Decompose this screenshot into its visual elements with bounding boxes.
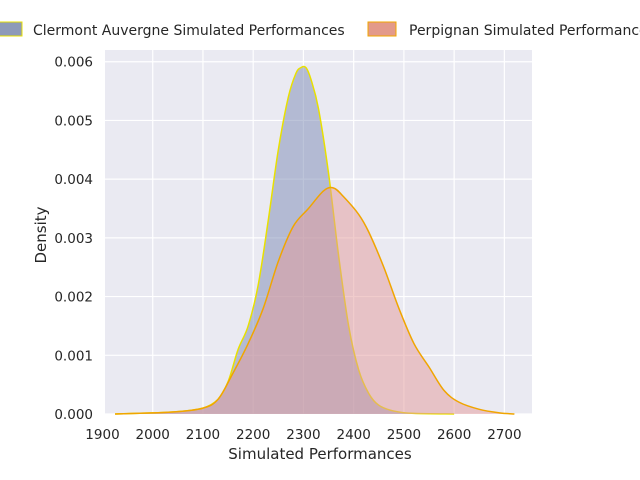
y-tick-labels: 0.000 0.001 0.002 0.003 0.004 0.005 0.006 (54, 55, 93, 423)
y-tick-label: 0.005 (54, 113, 93, 129)
x-tick-label: 2400 (336, 427, 370, 443)
legend-swatch-clermont (0, 21, 23, 37)
y-tick-label: 0.003 (54, 231, 93, 247)
x-tick-label: 1900 (85, 427, 119, 443)
density-areas (115, 65, 515, 415)
y-tick-label: 0.004 (54, 172, 93, 188)
x-tick-label: 2000 (136, 427, 170, 443)
legend-swatch-perpignan (367, 21, 397, 37)
legend: Clermont Auvergne Simulated Performances… (0, 21, 640, 39)
legend-label-clermont: Clermont Auvergne Simulated Performances (33, 23, 345, 39)
y-axis-label: Density (32, 206, 50, 263)
y-tick-label: 0.001 (54, 348, 93, 364)
x-tick-label: 2300 (286, 427, 320, 443)
y-tick-label: 0.002 (54, 290, 93, 306)
x-tick-label: 2100 (186, 427, 220, 443)
x-tick-label: 2700 (487, 427, 521, 443)
legend-label-perpignan: Perpignan Simulated Performances (409, 23, 640, 39)
y-tick-label: 0.000 (54, 407, 93, 423)
x-tick-label: 2200 (236, 427, 270, 443)
x-tick-label: 2500 (387, 427, 421, 443)
x-tick-labels: 1900 2000 2100 2200 2300 2400 2500 2600 2700 (85, 427, 521, 443)
density-line-perpignan (115, 186, 515, 415)
density-area-perpignan (115, 187, 515, 414)
x-axis-label: Simulated Performances (228, 445, 412, 463)
x-tick-label: 2600 (437, 427, 471, 443)
density-area-clermont (115, 66, 455, 415)
y-tick-label: 0.006 (54, 55, 93, 71)
